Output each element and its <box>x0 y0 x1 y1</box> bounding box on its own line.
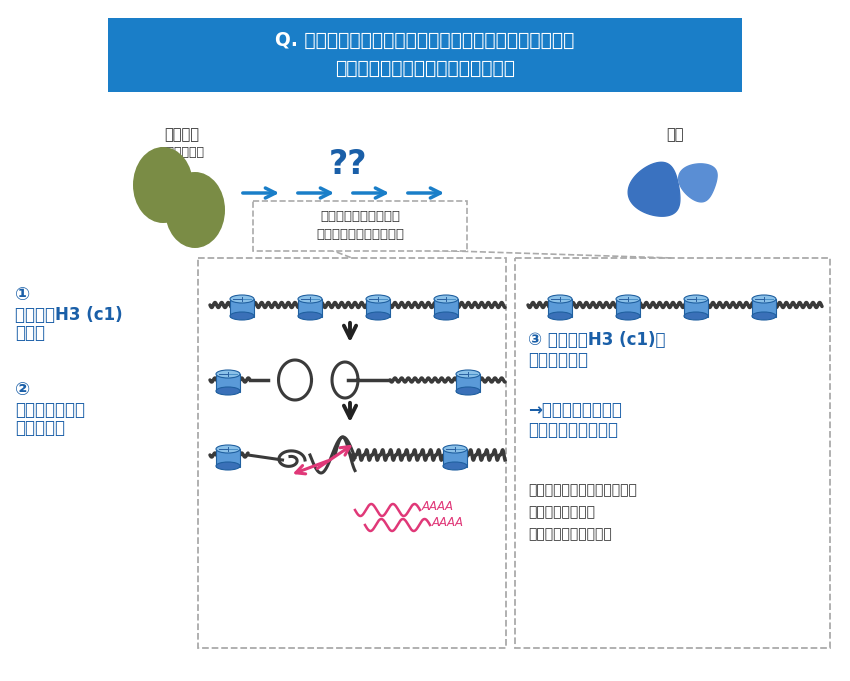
Text: ふたたび増加: ふたたび増加 <box>528 351 588 369</box>
Ellipse shape <box>616 295 640 303</box>
Ellipse shape <box>434 295 458 303</box>
Ellipse shape <box>684 295 708 303</box>
Text: るプログラムが存在する: るプログラムが存在する <box>316 227 404 240</box>
Text: ??: ?? <box>329 148 367 182</box>
Text: された転写が始まる: された転写が始まる <box>528 421 618 439</box>
Text: AAAA: AAAA <box>432 516 464 530</box>
Text: ヒストンH3 (c1): ヒストンH3 (c1) <box>15 306 122 324</box>
Ellipse shape <box>548 312 572 320</box>
Bar <box>616 299 640 317</box>
Ellipse shape <box>216 387 240 395</box>
Bar <box>216 449 240 467</box>
Text: ②: ② <box>15 381 31 399</box>
Text: シングルセル解析・遺伝学・: シングルセル解析・遺伝学・ <box>528 483 637 497</box>
Bar <box>434 299 458 317</box>
Ellipse shape <box>456 387 480 395</box>
Ellipse shape <box>752 312 776 320</box>
Text: Q. 休眠細胞が栄養を認識して最初に「始動する」ときに: Q. 休眠細胞が栄養を認識して最初に「始動する」ときに <box>275 31 575 50</box>
Ellipse shape <box>298 312 322 320</box>
Ellipse shape <box>456 370 480 378</box>
Ellipse shape <box>298 295 322 303</box>
Ellipse shape <box>230 312 254 320</box>
Text: 統合的な理解を目指す: 統合的な理解を目指す <box>528 527 612 541</box>
Text: ③ ヒストンH3 (c1)が: ③ ヒストンH3 (c1)が <box>528 331 666 349</box>
Text: AAAA: AAAA <box>422 501 454 513</box>
Ellipse shape <box>616 312 640 320</box>
Ellipse shape <box>216 462 240 470</box>
FancyBboxPatch shape <box>515 258 830 648</box>
Ellipse shape <box>548 295 572 303</box>
Ellipse shape <box>752 295 776 303</box>
Text: 遺伝子発現を初期化す: 遺伝子発現を初期化す <box>320 210 400 223</box>
Text: 転写活性化: 転写活性化 <box>15 419 65 437</box>
Text: →通常モードで制御: →通常モードで制御 <box>528 401 622 419</box>
Ellipse shape <box>165 172 225 248</box>
Ellipse shape <box>216 370 240 378</box>
FancyBboxPatch shape <box>108 18 742 92</box>
Ellipse shape <box>434 312 458 320</box>
FancyBboxPatch shape <box>253 201 467 251</box>
Bar <box>366 299 390 317</box>
Bar <box>752 299 776 317</box>
Text: 発芽: 発芽 <box>666 127 683 142</box>
Ellipse shape <box>230 295 254 303</box>
Text: どのような遺伝子が発現するのか？: どのような遺伝子が発現するのか？ <box>335 59 515 78</box>
Bar <box>443 449 467 467</box>
Ellipse shape <box>443 462 467 470</box>
Bar <box>548 299 572 317</box>
Ellipse shape <box>216 445 240 453</box>
Text: 顕微鏡観察による: 顕微鏡観察による <box>528 505 595 519</box>
Bar <box>216 374 240 392</box>
Text: （分裂酵母）: （分裂酵母） <box>160 146 205 159</box>
Ellipse shape <box>366 295 390 303</box>
Text: ゲノム規模での: ゲノム規模での <box>15 401 85 419</box>
Ellipse shape <box>366 312 390 320</box>
Bar <box>456 374 480 392</box>
Polygon shape <box>678 164 717 202</box>
Bar <box>230 299 254 317</box>
Polygon shape <box>628 162 680 217</box>
Bar <box>684 299 708 317</box>
Text: 休眠胞子: 休眠胞子 <box>165 127 200 142</box>
Text: ①: ① <box>15 286 31 304</box>
FancyBboxPatch shape <box>198 258 506 648</box>
Ellipse shape <box>684 312 708 320</box>
Bar <box>298 299 322 317</box>
Text: の減少: の減少 <box>15 324 45 342</box>
Ellipse shape <box>443 445 467 453</box>
Ellipse shape <box>133 147 193 223</box>
